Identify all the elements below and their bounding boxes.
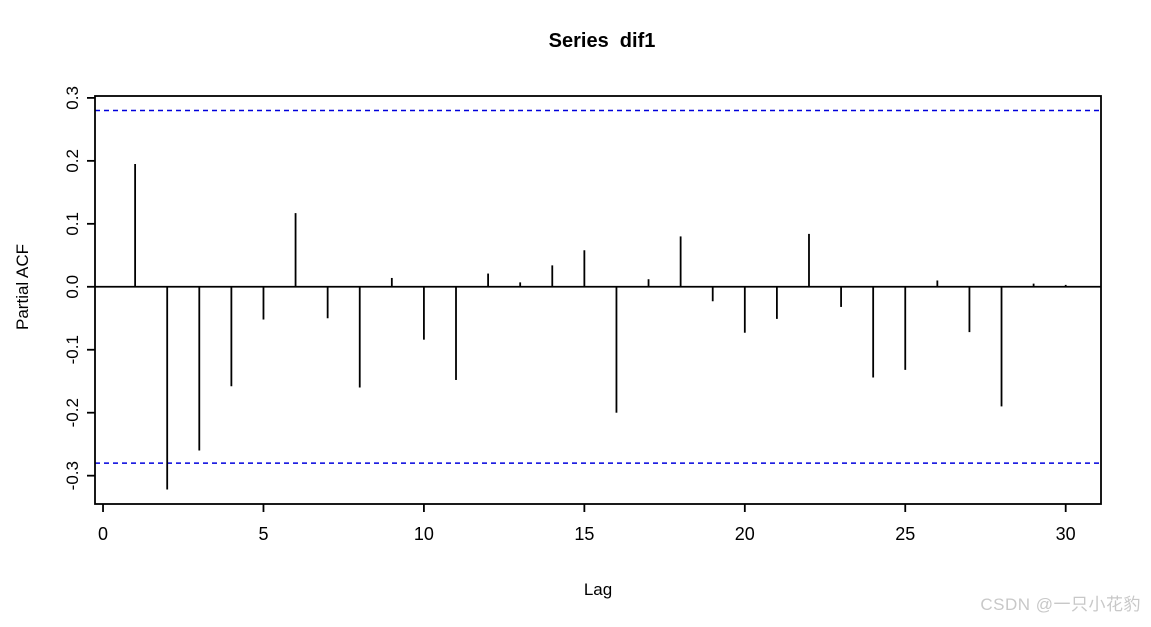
y-tick-label-0.3: 0.3 bbox=[63, 86, 82, 110]
tick-labels: 0 5 10 15 20 25 30 0.3 0.2 0.1 0.0 -0.1 -0.2 -0.3 bbox=[63, 86, 1076, 544]
x-tick-label-25: 25 bbox=[895, 524, 915, 544]
x-tick-label-10: 10 bbox=[414, 524, 434, 544]
x-tick-label-15: 15 bbox=[574, 524, 594, 544]
confidence-bands bbox=[95, 109, 1101, 464]
x-tick-label-0: 0 bbox=[98, 524, 108, 544]
y-tick-label--0.1: -0.1 bbox=[63, 335, 82, 364]
x-axis-label: Lag bbox=[584, 580, 612, 599]
pacf-spikes bbox=[134, 164, 1067, 490]
y-axis-label: Partial ACF bbox=[13, 244, 32, 330]
y-tick-label-0.2: 0.2 bbox=[63, 149, 82, 173]
x-tick-label-20: 20 bbox=[735, 524, 755, 544]
chart-title: Series dif1 bbox=[549, 30, 656, 52]
y-tick-label-0.1: 0.1 bbox=[63, 212, 82, 236]
plot-box bbox=[94, 95, 1102, 505]
axes bbox=[87, 95, 1102, 512]
watermark: CSDN @一只小花豹 bbox=[980, 595, 1141, 614]
x-tick-label-5: 5 bbox=[258, 524, 268, 544]
y-tick-label-0.0: 0.0 bbox=[63, 275, 82, 299]
x-tick-label-30: 30 bbox=[1056, 524, 1076, 544]
y-tick-label--0.3: -0.3 bbox=[63, 461, 82, 490]
y-tick-label--0.2: -0.2 bbox=[63, 398, 82, 427]
